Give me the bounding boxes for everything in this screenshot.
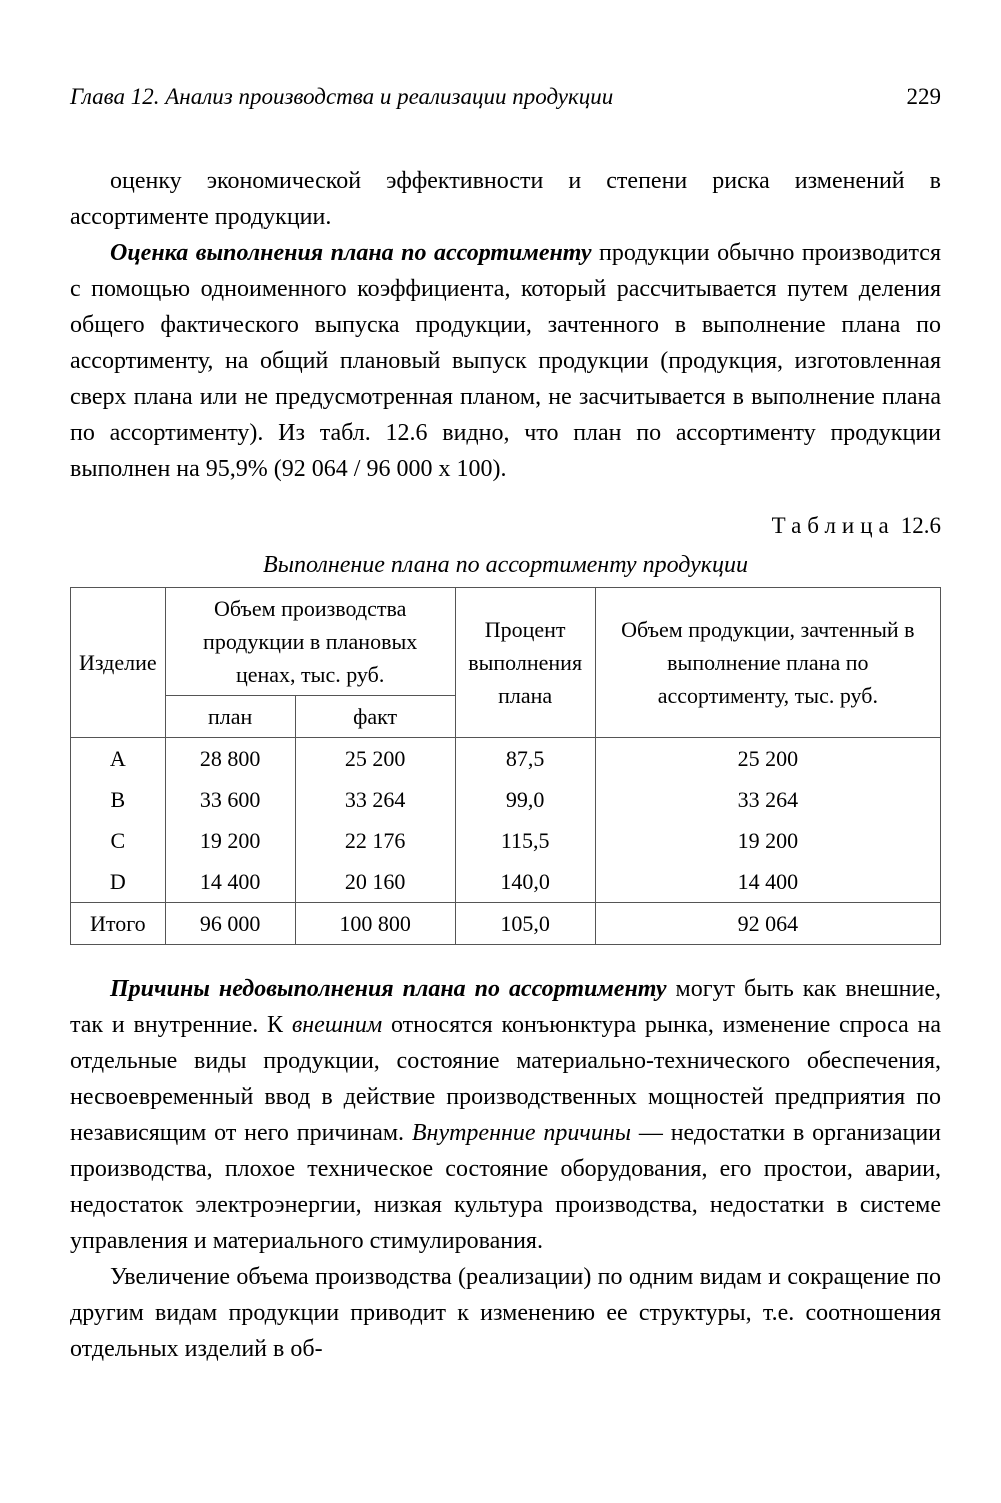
cell-pct: 115,5	[455, 820, 595, 861]
th-percent: Процент выполнения плана	[455, 588, 595, 738]
th-fact: факт	[295, 696, 455, 738]
table-row: B 33 600 33 264 99,0 33 264	[71, 779, 941, 820]
paragraph-1: оценку экономической эффективности и сте…	[70, 163, 941, 235]
cell-product: C	[71, 820, 166, 861]
cell-counted: 33 264	[595, 779, 940, 820]
table-label-word: Таблица	[772, 513, 895, 538]
cell-total-label: Итого	[71, 903, 166, 945]
assortment-table: Изделие Объем производства продукции в п…	[70, 587, 941, 945]
cell-counted: 25 200	[595, 738, 940, 780]
cell-pct: 140,0	[455, 861, 595, 903]
para2-rest: продукции обычно производится с помощью …	[70, 240, 941, 482]
cell-total-pct: 105,0	[455, 903, 595, 945]
para2-lead: Оценка выполнения плана по ассортименту	[110, 240, 592, 266]
para3-ital1: внешним	[292, 1012, 382, 1038]
th-volume-group: Объем производства продукции в плановых …	[165, 588, 455, 696]
table-row: C 19 200 22 176 115,5 19 200	[71, 820, 941, 861]
th-plan: план	[165, 696, 295, 738]
para4-text: Увеличение объема производства (реализац…	[70, 1264, 941, 1362]
table-label-num: 12.6	[901, 513, 941, 538]
cell-product: A	[71, 738, 166, 780]
paragraph-2: Оценка выполнения плана по ассортименту …	[70, 235, 941, 487]
chapter-title: Глава 12. Анализ производства и реализац…	[70, 80, 613, 115]
cell-counted: 19 200	[595, 820, 940, 861]
cell-plan: 33 600	[165, 779, 295, 820]
page-number: 229	[907, 80, 942, 115]
cell-counted: 14 400	[595, 861, 940, 903]
cell-plan: 14 400	[165, 861, 295, 903]
cell-pct: 99,0	[455, 779, 595, 820]
th-product: Изделие	[71, 588, 166, 738]
th-counted: Объем продукции, зачтенный в выполнение …	[595, 588, 940, 738]
cell-plan: 28 800	[165, 738, 295, 780]
table-caption: Выполнение плана по ассортименту продукц…	[70, 547, 941, 583]
table-label: Таблица12.6	[70, 509, 941, 544]
para3-ital2: Внутренние причины	[412, 1120, 631, 1146]
cell-total-plan: 96 000	[165, 903, 295, 945]
cell-plan: 19 200	[165, 820, 295, 861]
table-row: A 28 800 25 200 87,5 25 200	[71, 738, 941, 780]
table-row: D 14 400 20 160 140,0 14 400	[71, 861, 941, 903]
cell-fact: 20 160	[295, 861, 455, 903]
para1-text: оценку экономической эффективности и сте…	[70, 168, 941, 230]
cell-product: D	[71, 861, 166, 903]
cell-total-counted: 92 064	[595, 903, 940, 945]
cell-pct: 87,5	[455, 738, 595, 780]
paragraph-3: Причины недовыполнения плана по ассортим…	[70, 971, 941, 1259]
cell-fact: 22 176	[295, 820, 455, 861]
page-header: Глава 12. Анализ производства и реализац…	[70, 80, 941, 115]
cell-product: B	[71, 779, 166, 820]
cell-fact: 33 264	[295, 779, 455, 820]
cell-total-fact: 100 800	[295, 903, 455, 945]
paragraph-4: Увеличение объема производства (реализац…	[70, 1259, 941, 1367]
table-total-row: Итого 96 000 100 800 105,0 92 064	[71, 903, 941, 945]
para3-lead: Причины недовыполнения плана по ассортим…	[110, 976, 667, 1002]
cell-fact: 25 200	[295, 738, 455, 780]
